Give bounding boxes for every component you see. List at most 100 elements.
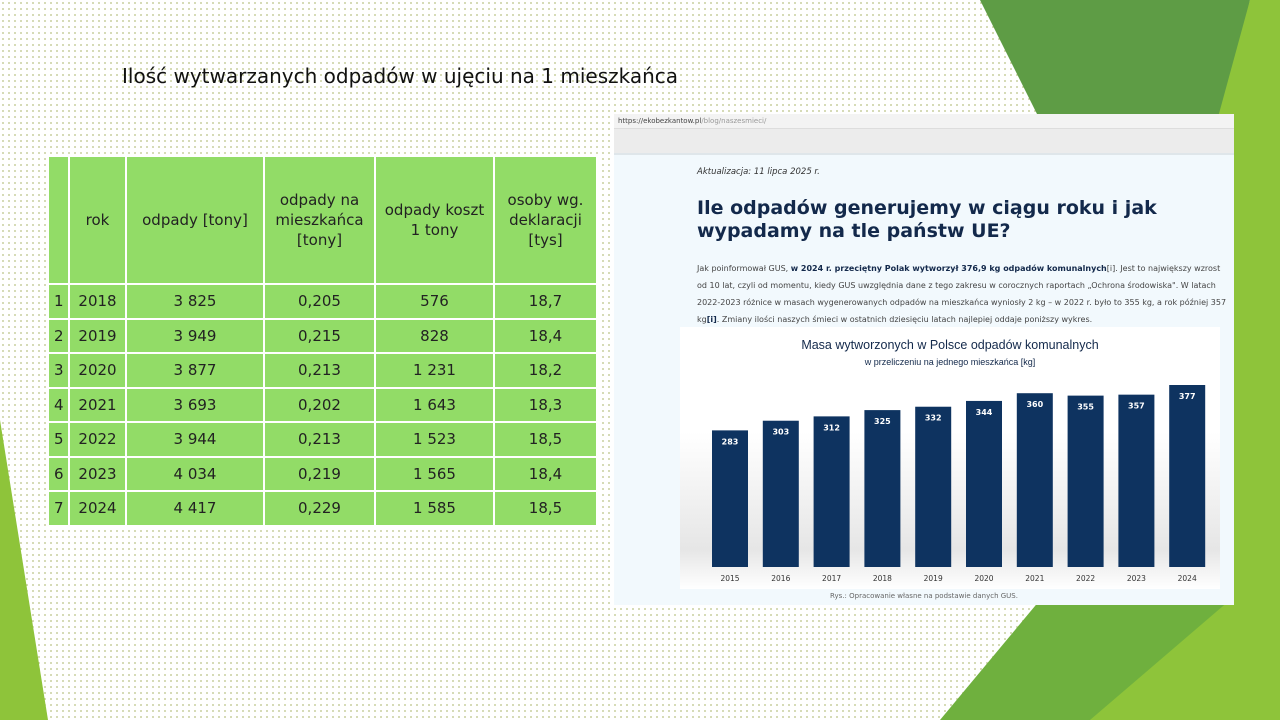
table-cell: 18,3	[493, 386, 598, 423]
table-cell: 1 565	[374, 455, 495, 492]
table-row: 6 2023 4 034 0,219 1 565 18,4	[47, 455, 598, 492]
table-cell: 2021	[68, 386, 127, 423]
table-cell: 2020	[68, 352, 127, 389]
table-cell: 828	[374, 317, 495, 354]
data-label: 325	[874, 417, 891, 426]
x-tick-label: 2024	[1178, 574, 1197, 583]
table-cell: 18,4	[493, 317, 598, 354]
table-cell: 18,7	[493, 283, 598, 320]
table-cell: 576	[374, 283, 495, 320]
table-cell: 2022	[68, 421, 127, 458]
para-text: [i]. Jest to największy wzrost od 10 lat…	[697, 264, 1227, 324]
para-bold: w 2024 r. przeciętny Polak wytworzył 376…	[790, 264, 1107, 273]
data-label: 377	[1179, 392, 1196, 401]
table-cell: 3 693	[125, 386, 265, 423]
chart-subtitle: w przeliczeniu na jednego mieszkańca [kg…	[864, 357, 1036, 367]
para-ref: [i]	[706, 315, 717, 324]
x-tick-label: 2021	[1025, 574, 1044, 583]
para-text: . Zmiany ilości naszych śmieci w ostatni…	[716, 315, 1093, 324]
x-tick-label: 2022	[1076, 574, 1095, 583]
bar-2024	[1169, 385, 1206, 567]
data-label: 357	[1128, 402, 1145, 411]
x-tick-label: 2019	[924, 574, 943, 583]
table-cell: 0,215	[263, 317, 376, 354]
data-label: 344	[976, 408, 993, 417]
table-cell: 18,4	[493, 455, 598, 492]
x-tick-label: 2016	[771, 574, 790, 583]
bar-2022	[1067, 395, 1104, 567]
table-cell: 18,5	[493, 421, 598, 458]
table-cell: 3 944	[125, 421, 265, 458]
column-header	[47, 155, 70, 285]
url-path: /blog/naszesmieci/	[701, 117, 767, 125]
slide-title: Ilość wytwarzanych odpadów w ujęciu na 1…	[122, 64, 679, 88]
data-label: 355	[1077, 403, 1094, 412]
article-paragraph: Jak poinformował GUS, w 2024 r. przecięt…	[697, 260, 1227, 328]
table-row: 2 2019 3 949 0,215 828 18,4	[47, 317, 598, 354]
column-header: odpady koszt 1 tony	[374, 155, 495, 285]
url-domain: https://ekobezkantow.pl	[618, 117, 702, 125]
data-label: 312	[823, 423, 840, 432]
webpage-screenshot: https://ekobezkantow.pl/blog/naszesmieci…	[614, 114, 1234, 605]
address-bar: https://ekobezkantow.pl/blog/naszesmieci…	[614, 114, 1234, 129]
table-cell: 2019	[68, 317, 127, 354]
data-label: 283	[722, 437, 739, 446]
x-tick-label: 2015	[720, 574, 739, 583]
table-cell: 7	[47, 490, 70, 527]
x-tick-label: 2023	[1127, 574, 1146, 583]
bar-2023	[1118, 394, 1155, 567]
table-cell: 6	[47, 455, 70, 492]
table-cell: 3	[47, 352, 70, 389]
lime-shape	[0, 420, 48, 720]
x-tick-label: 2020	[974, 574, 993, 583]
table-cell: 0,202	[263, 386, 376, 423]
table-cell: 3 825	[125, 283, 265, 320]
table-cell: 2024	[68, 490, 127, 527]
table-cell: 3 949	[125, 317, 265, 354]
chart-title: Masa wytworzonych w Polsce odpadów komun…	[801, 338, 1098, 352]
table-cell: 4 417	[125, 490, 265, 527]
table-cell: 0,219	[263, 455, 376, 492]
table-cell: 4 034	[125, 455, 265, 492]
table-row: 1 2018 3 825 0,205 576 18,7	[47, 283, 598, 320]
table-cell: 18,5	[493, 490, 598, 527]
table-row: 5 2022 3 944 0,213 1 523 18,5	[47, 421, 598, 458]
table-cell: 0,213	[263, 421, 376, 458]
waste-table: rok odpady [tony] odpady na mieszkańca [to…	[47, 155, 598, 527]
x-tick-label: 2017	[822, 574, 841, 583]
bar-2021	[1016, 393, 1053, 567]
data-label: 332	[925, 414, 942, 423]
table-cell: 1 231	[374, 352, 495, 389]
table-cell: 2	[47, 317, 70, 354]
bar-2015	[712, 430, 748, 567]
update-date: Aktualizacja: 11 lipca 2025 r.	[697, 167, 820, 177]
table-cell: 1 585	[374, 490, 495, 527]
table-cell: 0,205	[263, 283, 376, 320]
article-heading: Ile odpadów generujemy w ciągu roku i ja…	[697, 197, 1157, 242]
data-label: 303	[772, 428, 789, 437]
x-tick-label: 2018	[873, 574, 892, 583]
table-cell: 2023	[68, 455, 127, 492]
bar-2017	[813, 416, 850, 567]
bar-2018	[864, 410, 901, 567]
column-header: osoby wg. deklaracji [tys]	[493, 155, 598, 285]
bar-2019	[915, 406, 952, 567]
table-cell: 1 523	[374, 421, 495, 458]
table-cell: 0,213	[263, 352, 376, 389]
table-cell: 5	[47, 421, 70, 458]
browser-toolbar	[614, 129, 1234, 155]
chart-source: Rys.: Opracowanie własne na podstawie da…	[830, 592, 1018, 600]
para-text: Jak poinformował GUS,	[697, 264, 791, 273]
table-row: 3 2020 3 877 0,213 1 231 18,2	[47, 352, 598, 389]
table-cell: 3 877	[125, 352, 265, 389]
data-label: 360	[1026, 400, 1043, 409]
table-cell: 18,2	[493, 352, 598, 389]
table-header-row: rok odpady [tony] odpady na mieszkańca [to…	[47, 155, 598, 285]
bar-2016	[762, 420, 799, 567]
table-row: 4 2021 3 693 0,202 1 643 18,3	[47, 386, 598, 423]
table-cell: 4	[47, 386, 70, 423]
table-row: 7 2024 4 417 0,229 1 585 18,5	[47, 490, 598, 527]
table-cell: 1 643	[374, 386, 495, 423]
bar-chart: Masa wytworzonych w Polsce odpadów komun…	[680, 327, 1220, 589]
column-header: odpady [tony]	[125, 155, 265, 285]
